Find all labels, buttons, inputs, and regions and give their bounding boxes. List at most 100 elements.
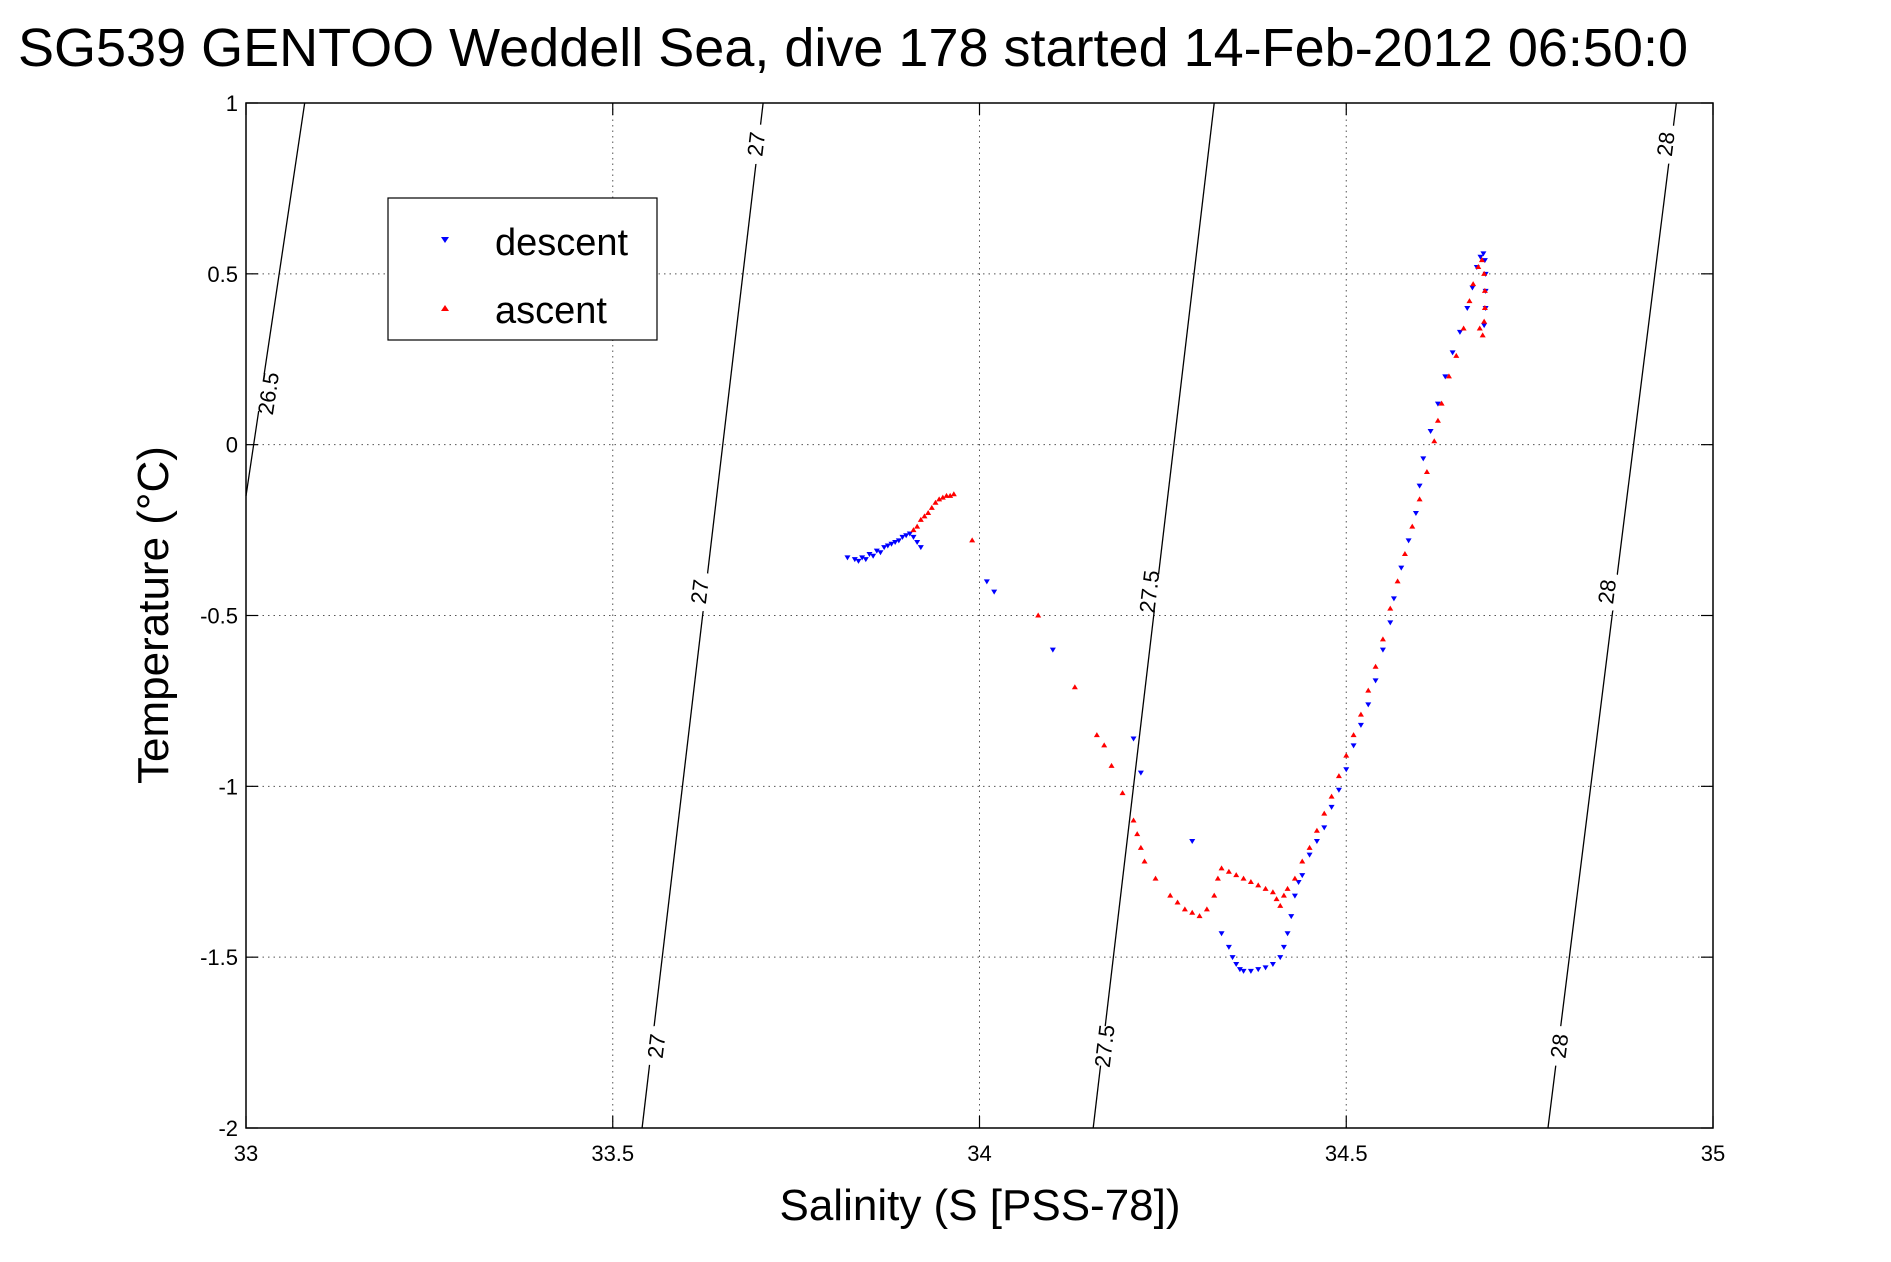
ascent-point-77 (1479, 332, 1486, 338)
descent-point-9 (881, 545, 888, 551)
contour-label-3-0: 28 (1652, 130, 1680, 157)
descent-point-65 (1456, 329, 1463, 335)
descent-point-66 (1464, 306, 1471, 311)
ascent-point-67 (1453, 352, 1460, 358)
legend-ascent-label: ascent (495, 290, 607, 332)
ascent-point-54 (1365, 687, 1372, 693)
ascent-point-39 (1269, 889, 1276, 895)
descent-point-26 (1218, 931, 1225, 937)
contour-label-bg-1-2 (636, 1026, 677, 1066)
contour-label-0-0: 26.5 (253, 370, 284, 416)
descent-point-51 (1365, 702, 1372, 708)
x-tick-label-3: 34.5 (1325, 1141, 1368, 1166)
contour-line-0 (245, 102, 306, 497)
ascent-point-1 (914, 523, 921, 529)
descent-point-8 (877, 550, 884, 556)
x-tick-label-4: 35 (1701, 1141, 1725, 1166)
ascent-point-10 (947, 492, 954, 498)
ascent-point-42 (1280, 892, 1287, 898)
ascent-point-59 (1401, 551, 1408, 556)
descent-point-15 (903, 533, 910, 539)
descent-point-6 (870, 553, 877, 559)
ascent-point-13 (1035, 612, 1042, 618)
ascent-point-68 (1460, 325, 1467, 331)
ascent-point-58 (1394, 578, 1401, 584)
contour-line-3 (1547, 102, 1677, 1129)
ascent-point-49 (1328, 793, 1335, 799)
contour-label-bg-3-0 (1645, 124, 1686, 164)
ascent-point-25 (1174, 899, 1181, 905)
descent-point-23 (1130, 736, 1137, 742)
legend-ascent-marker (441, 305, 449, 311)
descent-point-47 (1335, 787, 1342, 793)
ascent-point-53 (1357, 711, 1364, 717)
ascent-point-8 (939, 494, 946, 500)
ascent-point-0 (910, 527, 917, 533)
descent-point-41 (1295, 880, 1302, 885)
ascent-point-75 (1481, 305, 1488, 310)
contour-label-bg-3-1 (1586, 571, 1627, 612)
descent-point-34 (1262, 965, 1269, 971)
ascent-point-34 (1233, 872, 1240, 878)
contour-label-bg-1-0 (735, 124, 776, 164)
ascent-point-28 (1196, 913, 1203, 919)
ascent-point-35 (1240, 875, 1247, 881)
y-tick-label-2: 0 (226, 433, 238, 458)
ascent-point-3 (921, 513, 928, 519)
descent-point-50 (1357, 722, 1364, 728)
descent-point-59 (1416, 483, 1423, 489)
descent-point-46 (1328, 804, 1335, 810)
ascent-point-15 (1093, 732, 1100, 738)
ascent-point-19 (1130, 817, 1137, 823)
ascent-point-7 (936, 496, 943, 502)
legend: descent ascent (387, 197, 658, 341)
ascent-point-18 (1119, 790, 1126, 796)
y-tick-label-5: -1.5 (200, 945, 238, 970)
ascent-point-32 (1218, 865, 1225, 871)
ascent-point-21 (1137, 844, 1144, 850)
descent-point-38 (1284, 931, 1291, 937)
descent-point-70 (1480, 251, 1487, 257)
ascent-point-70 (1470, 281, 1477, 287)
ascent-point-45 (1299, 858, 1306, 864)
y-tick-label-1: 0.5 (207, 262, 238, 287)
x-tick-label-0: 33 (234, 1141, 258, 1166)
ascent-point-5 (928, 504, 935, 510)
x-tick-label-1: 33.5 (591, 1141, 634, 1166)
contour-label-3-1: 28 (1593, 578, 1621, 605)
descent-point-7 (873, 548, 880, 554)
descent-point-27 (1225, 944, 1232, 950)
descent-point-25 (1189, 839, 1196, 844)
descent-point-2 (855, 558, 862, 564)
ascent-point-4 (925, 510, 932, 515)
y-tick-label-3: -0.5 (200, 604, 238, 629)
descent-point-24 (1137, 770, 1144, 776)
ascent-point-63 (1431, 438, 1438, 444)
descent-point-45 (1321, 825, 1328, 831)
ascent-point-43 (1284, 885, 1291, 891)
contour-label-bg-2-0 (1128, 571, 1169, 612)
legend-box (387, 197, 658, 341)
ascent-point-61 (1416, 496, 1423, 502)
contour-label-1-2: 27 (643, 1032, 671, 1059)
descent-point-5 (866, 552, 873, 557)
descent-point-19 (917, 545, 924, 551)
ascent-point-72 (1478, 257, 1485, 263)
descent-point-60 (1420, 456, 1427, 462)
legend-descent-label: descent (495, 222, 629, 264)
data-points (844, 251, 1489, 974)
ascent-point-47 (1313, 827, 1320, 833)
descent-point-37 (1280, 944, 1287, 950)
descent-point-3 (859, 555, 866, 561)
descent-point-56 (1398, 565, 1405, 571)
grid (246, 103, 1713, 1128)
ascent-point-52 (1350, 732, 1357, 738)
contour-label-bg-0-0 (248, 373, 289, 414)
descent-point-49 (1350, 743, 1357, 749)
descent-point-71 (1481, 258, 1488, 264)
x-axis-label: Salinity (S [PSS-78]) (779, 1181, 1180, 1230)
descent-point-54 (1387, 620, 1394, 626)
ascent-point-74 (1481, 287, 1488, 293)
descent-point-33 (1255, 967, 1262, 973)
